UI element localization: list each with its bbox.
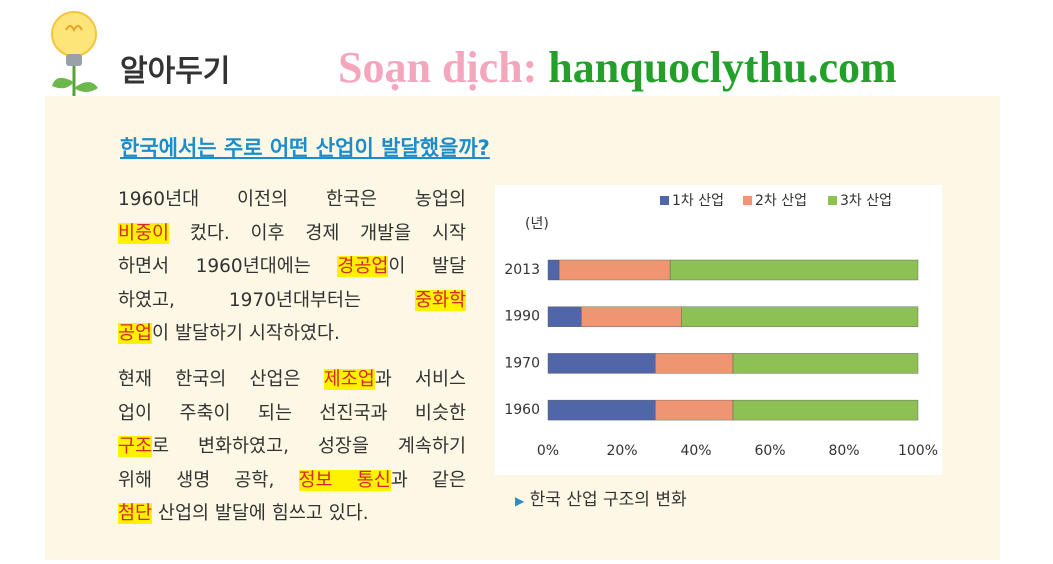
text-line: 업이 주축이 되는 선진국과 비슷한 (118, 401, 466, 427)
bar-segment (680, 306, 919, 327)
x-tick-label: 0% (537, 443, 559, 459)
bar-segment (669, 259, 919, 281)
text-segment: 이 발달 (388, 256, 466, 277)
text-segment: 하였고, 1970년대부터는 (118, 289, 415, 311)
x-tick-label: 100% (898, 443, 938, 459)
caption: ▶ 한국 산업 구조의 변화 (515, 490, 687, 510)
x-tick-label: 80% (828, 443, 859, 459)
watermark: Soạn dịch: hanquoclythu.com (338, 42, 897, 93)
text-segment: 업이 주축이 되는 선진국과 비슷한 (118, 402, 466, 424)
text-line: 하면서 1960년대에는 경공업이 발달 (118, 254, 466, 280)
text-segment: 위해 생명 공학, (118, 469, 299, 491)
bar-segment (547, 399, 656, 421)
text-line: 구조로 변화하였고, 성장을 계속하기 (118, 434, 466, 460)
bar-segment (655, 399, 734, 421)
text-segment: 컸다. 이후 경제 개발을 시작 (169, 222, 466, 244)
highlight-term: 제조업 (323, 369, 375, 390)
text-line: 현재 한국의 산업은 제조업과 서비스 (118, 367, 466, 393)
y-axis-label: (년) (525, 216, 549, 232)
x-tick-label: 60% (754, 443, 785, 459)
y-tick-label: 1990 (504, 309, 540, 325)
text-segment: 과 서비스 (374, 369, 466, 390)
text-segment: 1960년대 이전의 한국은 농업의 (118, 189, 466, 210)
bar-segment (732, 399, 919, 421)
legend-label: 3차 산업 (840, 193, 892, 209)
highlight-term: 첨단 (118, 503, 153, 524)
legend-label: 2차 산업 (755, 193, 807, 209)
highlight-term: 경공업 (337, 256, 389, 277)
legend-swatch (828, 196, 837, 205)
bar-segment (547, 353, 656, 374)
bar-segment (732, 353, 919, 374)
bar-segment (655, 353, 734, 374)
bulb-icon (51, 11, 98, 96)
watermark-part: Soạn dịch: (338, 43, 538, 92)
heading: 한국에서는 주로 어떤 산업이 발달했을까? (120, 136, 490, 160)
text-line: 위해 생명 공학, 정보 통신과 같은 (118, 468, 466, 494)
text-line: 공업이 발달하기 시작하였다. (118, 321, 466, 347)
watermark-part: hanquoclythu.com (548, 43, 897, 92)
bar-segment (581, 306, 682, 327)
highlight-term: 정보 통신 (298, 469, 391, 491)
y-tick-label: 1960 (504, 402, 540, 418)
text-segment: 이 발달하기 시작하였다. (152, 323, 340, 344)
chart-bg (495, 185, 942, 475)
highlight-term: 비중이 (118, 222, 170, 244)
text-segment: 산업의 발달에 힘쓰고 있다. (152, 503, 369, 524)
text-segment: 과 같은 (390, 469, 466, 491)
text-segment: 하면서 1960년대에는 (118, 256, 338, 277)
highlight-term: 구조 (118, 436, 153, 457)
bar-segment (558, 259, 671, 281)
highlight-term: 공업 (118, 323, 153, 344)
text-line: 하였고, 1970년대부터는 중화학 (118, 288, 466, 314)
title: 알아두기 (120, 54, 231, 89)
chart: (년) 0% 20% 40% 60% 80% 100% 2013 1990 1970 1960 1차… (495, 185, 942, 475)
text-segment: 현재 한국의 산업은 (118, 369, 324, 390)
highlight-term: 중화학 (414, 289, 466, 311)
legend-swatch (660, 196, 669, 205)
text-line: 첨단 산업의 발달에 힘쓰고 있다. (118, 501, 466, 527)
text-line: 비중이 컸다. 이후 경제 개발을 시작 (118, 221, 466, 247)
x-tick-label: 20% (606, 443, 637, 459)
y-tick-label: 1970 (504, 355, 540, 371)
legend-swatch (743, 196, 752, 205)
legend-label: 1차 산업 (672, 193, 724, 209)
caption-text: 한국 산업 구조의 변화 (529, 490, 687, 510)
text-segment: 로 변화하였고, 성장을 계속하기 (152, 436, 466, 457)
text-line: 1960년대 이전의 한국은 농업의 (118, 187, 466, 213)
x-tick-label: 40% (680, 443, 711, 459)
bar-segment (547, 306, 582, 327)
y-tick-label: 2013 (504, 262, 540, 278)
bar-segment (547, 259, 560, 281)
